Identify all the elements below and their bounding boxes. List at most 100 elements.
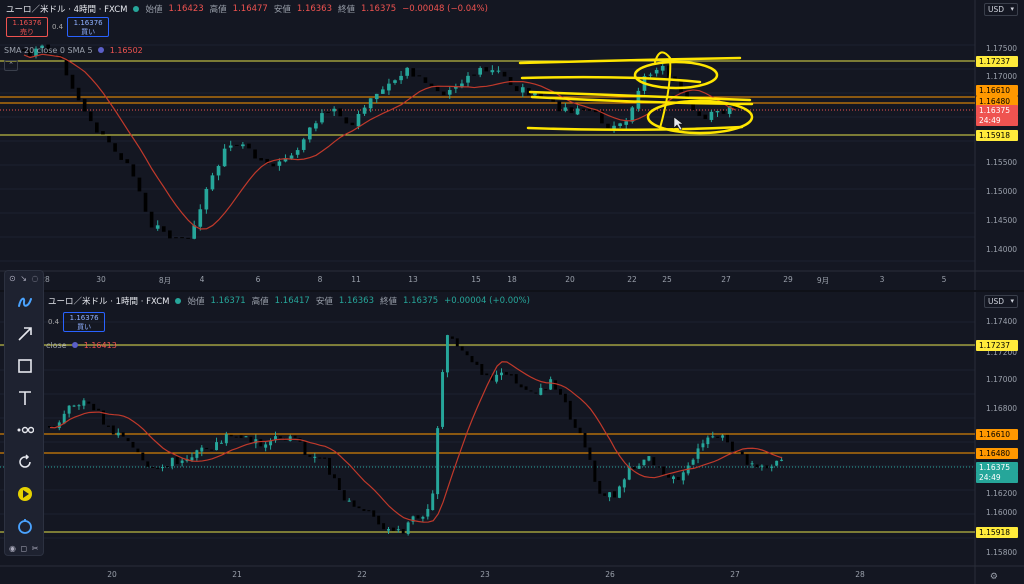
rotate-icon[interactable] [11,449,39,475]
price-label-tag: 1.16375 [976,462,1018,473]
sell-label: 売り [20,28,34,36]
sell-button[interactable]: 1.16376 売り [6,17,48,37]
candle-body [357,506,361,509]
candle-body [563,393,567,403]
toolbar-footer-icons[interactable]: ◉ ◻ ✂ [9,544,40,553]
currency-select[interactable]: USD [984,295,1018,308]
candle-body [168,230,172,239]
candle-body [624,121,629,125]
change-value: −0.00048 (−0.04%) [402,4,488,14]
candle-body [520,87,525,93]
candle-body [318,457,322,459]
price-chart-4h[interactable] [0,0,1024,290]
annotation-circle [646,99,754,135]
time-tick-label: 20 [107,570,117,579]
candle-body [119,153,124,160]
change-value: +0.00004 (+0.00%) [444,296,530,306]
market-status-icon [133,6,140,12]
symbol-title[interactable]: ユーロ／米ドル · 4時間 · FXCM [6,5,128,15]
price-label-tag: 1.16480 [976,96,1018,107]
timer-icon[interactable] [11,513,39,539]
price-chart-1h[interactable] [0,292,1024,584]
sma-legend[interactable]: SMA 20 close 0 SMA 5 1.16502 [4,46,143,55]
candle-body [775,460,779,466]
candle-body [387,83,391,91]
candle-body [435,85,440,92]
sma-line [23,53,737,230]
candle-body [64,58,69,76]
chart-pane-1h[interactable]: ユーロ／米ドル · 1時間 · FXCM 始値 1.16371 高値 1.16417… [0,292,1024,584]
candle-body [622,479,626,488]
candle-body [186,237,190,239]
candle-body [557,101,562,112]
candle-body [165,466,169,468]
path-icon[interactable] [11,417,39,443]
collapse-legend-icon[interactable]: ⌃ [4,60,18,71]
close-value: 1.16375 [403,296,439,306]
time-tick-label: 18 [507,275,517,284]
price-label-tag: 1.17237 [976,56,1018,67]
time-tick-label: 25 [662,275,672,284]
symbol-title[interactable]: ユーロ／米ドル · 1時間 · FXCM [48,297,170,307]
candle-body [151,466,155,468]
buy-button[interactable]: 1.16376 買い [63,312,106,332]
candle-body [125,159,130,164]
candle-body [647,456,651,461]
time-tick-label: 20 [565,275,575,284]
price-label-tag: 24:49 [976,472,1018,483]
candle-body [549,379,553,390]
toolbar-header-icons[interactable]: ⊙ ↘ ◌ [9,274,40,283]
sma-legend[interactable]: close 1.16413 [46,341,117,350]
candle-body [441,372,445,427]
high-value: 1.16477 [232,4,268,14]
price-tick-label: 1.14500 [986,216,1018,225]
close-value: 1.16375 [361,4,397,14]
candle-body [755,464,759,468]
candle-body [314,123,318,129]
time-tick-label: 6 [255,275,261,284]
rectangle-icon[interactable] [11,353,39,379]
text-icon[interactable] [11,385,39,411]
candle-body [332,108,336,112]
candle-body [107,135,111,143]
chart-pane-4h[interactable]: ユーロ／米ドル · 4時間 · FXCM 始値 1.16423 高値 1.16477… [0,0,1024,290]
candle-body [264,444,268,448]
candle-body [95,122,99,133]
price-label-tag: 1.17237 [976,340,1018,351]
arrow-icon[interactable] [11,321,39,347]
candle-body [239,435,243,439]
candle-body [701,443,705,448]
candle-body [455,338,459,347]
candle-body [190,457,194,461]
freehand-icon[interactable] [11,289,39,315]
candle-body [573,419,577,428]
candle-body [660,66,665,71]
candle-body [34,48,38,57]
sell-price: 1.16376 [12,19,42,27]
candle-body [320,113,324,123]
candle-body [554,380,558,390]
candle-body [131,441,135,448]
candle-body [247,143,251,149]
low-value: 1.16363 [296,4,332,14]
candle-body [332,474,336,479]
play-icon[interactable] [11,481,39,507]
candle-body [691,459,695,465]
price-tick-label: 1.17000 [986,375,1018,384]
candle-body [411,516,415,522]
candle-body [253,149,257,159]
buy-button[interactable]: 1.16376 買い [67,17,110,37]
currency-select[interactable]: USD [984,3,1018,16]
candle-body [745,454,749,465]
candle-body [509,374,513,376]
candle-body [423,77,428,83]
candle-body [228,145,233,148]
candle-body [269,440,273,446]
time-tick-label: 22 [357,570,367,579]
candle-body [405,67,409,76]
candle-body [721,110,726,114]
candle-body [490,374,494,381]
candle-body [666,65,671,78]
candle-body [558,388,562,395]
settings-gear-icon[interactable]: ⚙ [989,572,998,582]
